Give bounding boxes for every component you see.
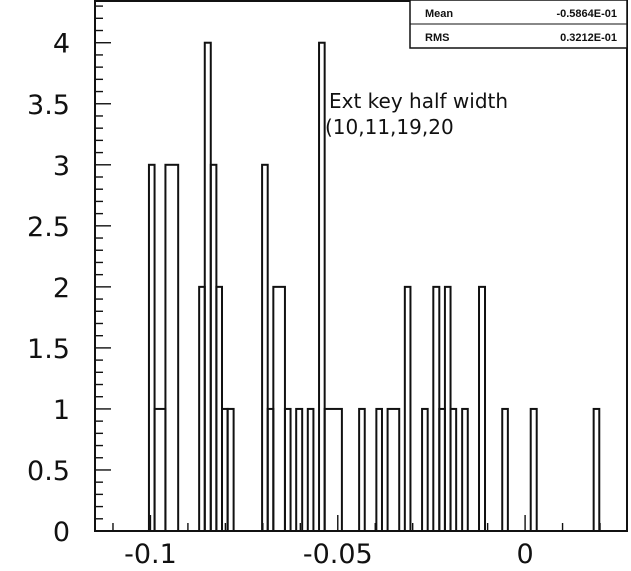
stats-rms-value: 0.3212E-01 <box>560 32 617 44</box>
y-tick-label: 2 <box>53 273 70 304</box>
stats-box: Mean -0.5864E-01 RMS 0.3212E-01 <box>409 0 628 49</box>
histogram-bin <box>261 163 269 533</box>
histogram-bin <box>147 163 156 533</box>
histogram-bin <box>323 407 343 532</box>
stats-rms-label: RMS <box>425 32 449 44</box>
plot-area: 0 0.5 1 1.5 2 2.5 3 3.5 4 -0.1 -0.05 0 <box>27 0 628 570</box>
y-tick-label: 0 <box>53 517 70 548</box>
stats-mean-label: Mean <box>425 8 453 20</box>
y-tick-label: 1.5 <box>27 334 70 365</box>
histogram-bin <box>295 407 304 532</box>
histogram-bin <box>529 407 538 532</box>
histogram-bin <box>306 407 315 532</box>
plot-frame <box>94 0 628 532</box>
histogram-bin <box>375 407 383 532</box>
histogram-bin <box>592 407 601 532</box>
y-tick-label: 3 <box>53 151 70 182</box>
histogram-bin <box>478 285 487 532</box>
histogram-bin <box>358 407 366 532</box>
histogram-bin <box>283 407 292 532</box>
histogram-bin <box>461 407 469 532</box>
y-tick-label: 4 <box>53 29 70 60</box>
histogram-bin <box>386 407 401 532</box>
x-tick-label: 0 <box>517 539 534 570</box>
histogram-bin <box>501 407 509 532</box>
stats-mean-value: -0.5864E-01 <box>556 8 617 20</box>
annotation-line-1: Ext key half width <box>329 89 508 113</box>
y-tick-label: 2.5 <box>27 212 70 243</box>
y-tick-label: 3.5 <box>27 90 70 121</box>
histogram-bin <box>164 163 180 533</box>
histogram-bin <box>318 41 326 532</box>
y-tick-label: 1 <box>53 395 70 426</box>
histogram-bin <box>403 285 412 532</box>
annotation-line-2: (10,11,19,20 <box>325 115 454 139</box>
histogram-bin <box>421 407 429 532</box>
histogram-bin <box>272 285 286 532</box>
y-tick-label: 0.5 <box>27 456 70 487</box>
histogram-bin <box>226 407 235 532</box>
x-tick-label: -0.1 <box>124 539 177 570</box>
x-tick-label: -0.05 <box>303 539 373 570</box>
histogram-bin <box>153 407 167 532</box>
histogram-bin <box>449 407 458 532</box>
